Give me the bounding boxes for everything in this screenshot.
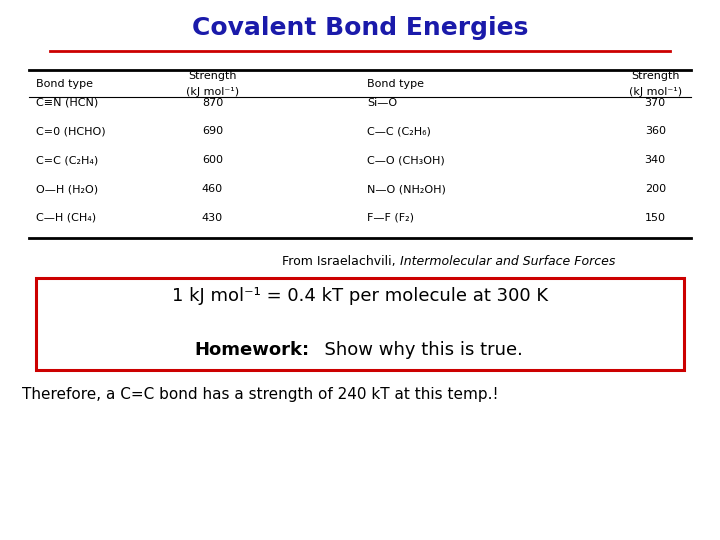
Text: C=C (C₂H₄): C=C (C₂H₄) xyxy=(36,155,98,165)
Text: C≡N (HCN): C≡N (HCN) xyxy=(36,98,98,107)
Text: From Israelachvili,: From Israelachvili, xyxy=(282,255,400,268)
Text: Strength: Strength xyxy=(631,71,680,80)
Text: Bond type: Bond type xyxy=(36,79,93,89)
Text: C—O (CH₃OH): C—O (CH₃OH) xyxy=(367,155,445,165)
Text: C—C (C₂H₆): C—C (C₂H₆) xyxy=(367,126,431,137)
Text: C=0 (HCHO): C=0 (HCHO) xyxy=(36,126,106,137)
Text: Show why this is true.: Show why this is true. xyxy=(313,341,523,359)
Text: 360: 360 xyxy=(644,126,666,137)
Text: 870: 870 xyxy=(202,98,223,107)
FancyBboxPatch shape xyxy=(36,278,684,370)
Text: 150: 150 xyxy=(644,213,666,223)
Text: (kJ mol⁻¹): (kJ mol⁻¹) xyxy=(186,87,239,97)
Text: Covalent Bond Energies: Covalent Bond Energies xyxy=(192,16,528,40)
Text: 200: 200 xyxy=(644,184,666,194)
Text: 460: 460 xyxy=(202,184,223,194)
Text: 690: 690 xyxy=(202,126,223,137)
Text: 370: 370 xyxy=(644,98,666,107)
Text: (kJ mol⁻¹): (kJ mol⁻¹) xyxy=(629,87,682,97)
Text: Therefore, a C=C bond has a strength of 240 kT at this temp.!: Therefore, a C=C bond has a strength of … xyxy=(22,387,498,402)
Text: 1 kJ mol⁻¹ = 0.4 kT per molecule at 300 K: 1 kJ mol⁻¹ = 0.4 kT per molecule at 300 … xyxy=(172,287,548,305)
Text: Bond type: Bond type xyxy=(367,79,424,89)
Text: Intermolecular and Surface Forces: Intermolecular and Surface Forces xyxy=(400,255,615,268)
Text: Strength: Strength xyxy=(188,71,237,80)
Text: C—H (CH₄): C—H (CH₄) xyxy=(36,213,96,223)
Text: Homework:: Homework: xyxy=(194,341,310,359)
Text: 340: 340 xyxy=(644,155,666,165)
Text: 430: 430 xyxy=(202,213,223,223)
Text: N—O (NH₂OH): N—O (NH₂OH) xyxy=(367,184,446,194)
Text: O—H (H₂O): O—H (H₂O) xyxy=(36,184,98,194)
Text: F—F (F₂): F—F (F₂) xyxy=(367,213,414,223)
Text: 600: 600 xyxy=(202,155,223,165)
Text: Si—O: Si—O xyxy=(367,98,397,107)
